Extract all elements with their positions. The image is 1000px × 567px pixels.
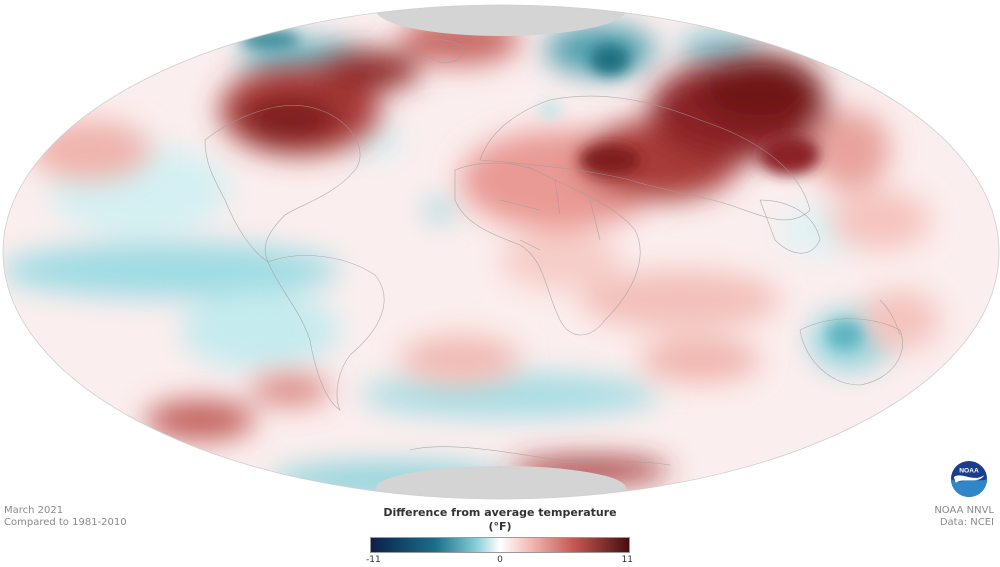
country-borders xyxy=(204,39,903,466)
legend-title: Difference from average temperature (°F) xyxy=(383,506,617,533)
anomaly-field xyxy=(3,5,999,499)
date-caption: March 2021 Compared to 1981-2010 xyxy=(4,505,127,529)
logo-text: NOAA xyxy=(959,467,979,474)
caption-data-source: Data: NCEI xyxy=(939,517,994,528)
legend-min-label: -11 xyxy=(366,555,381,565)
legend-ticks: -11 0 11 xyxy=(366,555,633,567)
temperature-anomaly-map xyxy=(2,4,1000,500)
globe-outline xyxy=(2,4,1000,500)
south-pole-mask xyxy=(376,466,626,499)
caption-baseline: Compared to 1981-2010 xyxy=(4,517,127,528)
caption-producer: NOAA NNVL xyxy=(934,505,994,516)
legend-mid-label: 0 xyxy=(497,555,503,565)
legend-color-bar xyxy=(370,537,630,553)
legend-max-label: 11 xyxy=(621,555,633,565)
noaa-logo-icon: NOAA xyxy=(950,460,988,498)
source-caption: NOAA NNVL Data: NCEI xyxy=(934,505,994,529)
detail-anomalies xyxy=(240,30,863,349)
north-pole-mask xyxy=(376,5,626,36)
caption-month: March 2021 xyxy=(4,505,64,516)
color-legend: Difference from average temperature (°F)… xyxy=(366,506,633,567)
